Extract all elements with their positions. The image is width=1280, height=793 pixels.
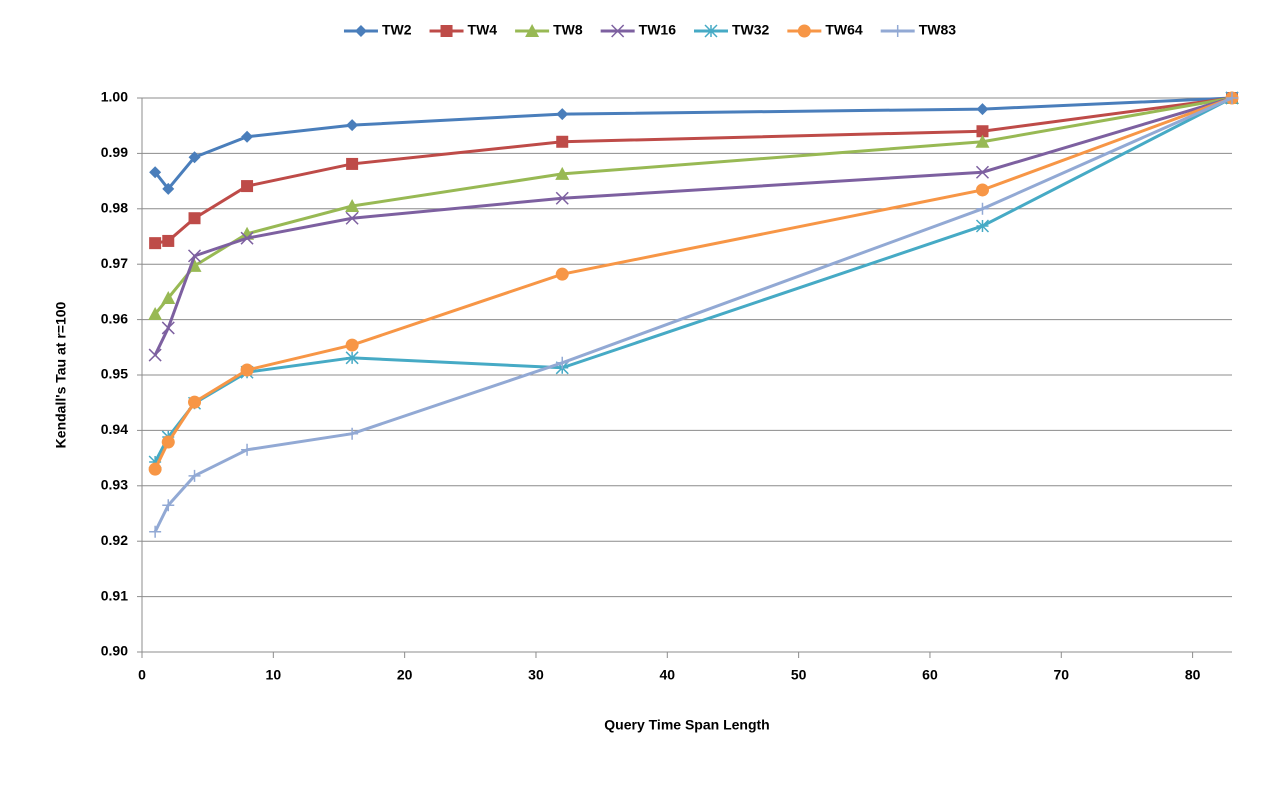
x-tick-label: 70 (1053, 667, 1069, 683)
marker (148, 462, 162, 476)
marker (187, 249, 202, 263)
marker (976, 125, 989, 138)
marker (976, 103, 989, 116)
legend-item: TW16 (600, 22, 677, 38)
marker (346, 157, 359, 170)
y-tick-label: 0.95 (101, 366, 128, 382)
marker (976, 202, 989, 215)
marker (975, 165, 990, 179)
marker (611, 24, 625, 38)
marker (345, 199, 360, 213)
marker (345, 351, 359, 365)
y-tick-label: 0.98 (101, 200, 128, 216)
marker (556, 108, 569, 121)
legend-label: TW16 (639, 22, 677, 38)
marker (556, 356, 569, 369)
marker (345, 211, 359, 225)
marker (975, 219, 990, 233)
marker (188, 469, 201, 482)
series-line (153, 96, 1233, 356)
marker (345, 338, 359, 352)
marker (797, 24, 811, 38)
y-tick-label: 0.97 (101, 255, 128, 271)
x-tick-label: 0 (138, 667, 146, 683)
series-line (153, 96, 1233, 470)
x-tick-label: 30 (528, 667, 544, 683)
marker (148, 307, 163, 321)
series-line (153, 96, 1233, 316)
y-tick-label: 0.92 (101, 532, 128, 548)
marker (1226, 92, 1238, 104)
marker (149, 166, 162, 179)
marker (525, 24, 540, 37)
x-tick-label: 60 (922, 667, 938, 683)
y-axis-label: Kendall's Tau at r=100 (53, 301, 69, 448)
legend-label: TW2 (382, 22, 412, 38)
marker (188, 395, 202, 409)
marker (162, 182, 175, 195)
x-tick-label: 50 (791, 667, 807, 683)
series-line (153, 96, 1233, 533)
marker (148, 455, 162, 469)
marker (975, 134, 990, 148)
marker (555, 191, 569, 205)
marker (149, 237, 162, 250)
marker (240, 363, 254, 377)
y-tick-label: 1.00 (101, 89, 128, 105)
x-tick-label: 20 (397, 667, 413, 683)
marker (555, 166, 570, 180)
x-tick-label: 80 (1185, 667, 1201, 683)
marker (162, 234, 175, 247)
marker (148, 348, 162, 362)
marker (149, 525, 162, 538)
marker (704, 24, 718, 38)
marker (241, 180, 254, 193)
legend-label: TW32 (732, 22, 770, 38)
y-tick-label: 0.93 (101, 477, 128, 493)
marker (240, 231, 254, 245)
legend-item: TW64 (787, 22, 863, 38)
legend-label: TW8 (553, 22, 583, 38)
series-line (153, 96, 1233, 463)
marker (162, 499, 175, 512)
marker (555, 267, 569, 281)
marker (161, 321, 175, 335)
x-tick-label: 40 (660, 667, 676, 683)
marker (241, 130, 254, 143)
marker (346, 119, 359, 132)
series-line (153, 96, 1233, 192)
marker (161, 435, 175, 449)
marker (188, 212, 201, 225)
y-tick-label: 0.94 (101, 421, 128, 437)
marker (975, 183, 989, 197)
legend-item: TW2 (343, 22, 412, 38)
legend-label: TW4 (468, 22, 498, 38)
y-tick-label: 0.99 (101, 144, 128, 160)
marker (241, 443, 254, 456)
legend-item: TW83 (880, 22, 957, 38)
marker (556, 135, 569, 148)
marker (346, 427, 359, 440)
legend-label: TW64 (825, 22, 863, 38)
y-tick-label: 0.90 (101, 643, 128, 659)
legend-item: TW32 (694, 22, 770, 38)
marker (440, 25, 453, 37)
y-tick-label: 0.96 (101, 310, 128, 326)
legend-label: TW83 (919, 22, 957, 38)
y-tick-label: 0.91 (101, 587, 128, 603)
legend-item: TW4 (429, 22, 498, 38)
marker (161, 290, 176, 304)
legend: TW2 TW4 TW8 TW16 TW32 TW64 TW83 (343, 22, 957, 38)
x-axis-label: Query Time Span Length (604, 717, 769, 733)
legend-item: TW8 (515, 22, 583, 38)
marker (188, 151, 201, 164)
marker (891, 25, 904, 37)
x-tick-label: 10 (266, 667, 282, 683)
marker (354, 25, 367, 37)
